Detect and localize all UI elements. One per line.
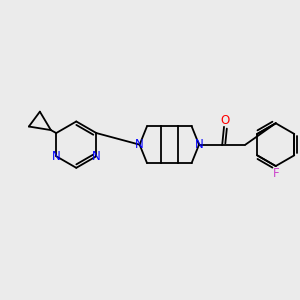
Text: N: N xyxy=(92,150,101,163)
Text: N: N xyxy=(195,138,203,151)
Text: N: N xyxy=(135,138,144,151)
Text: N: N xyxy=(52,150,61,163)
Text: O: O xyxy=(220,114,230,127)
Text: F: F xyxy=(272,167,279,180)
